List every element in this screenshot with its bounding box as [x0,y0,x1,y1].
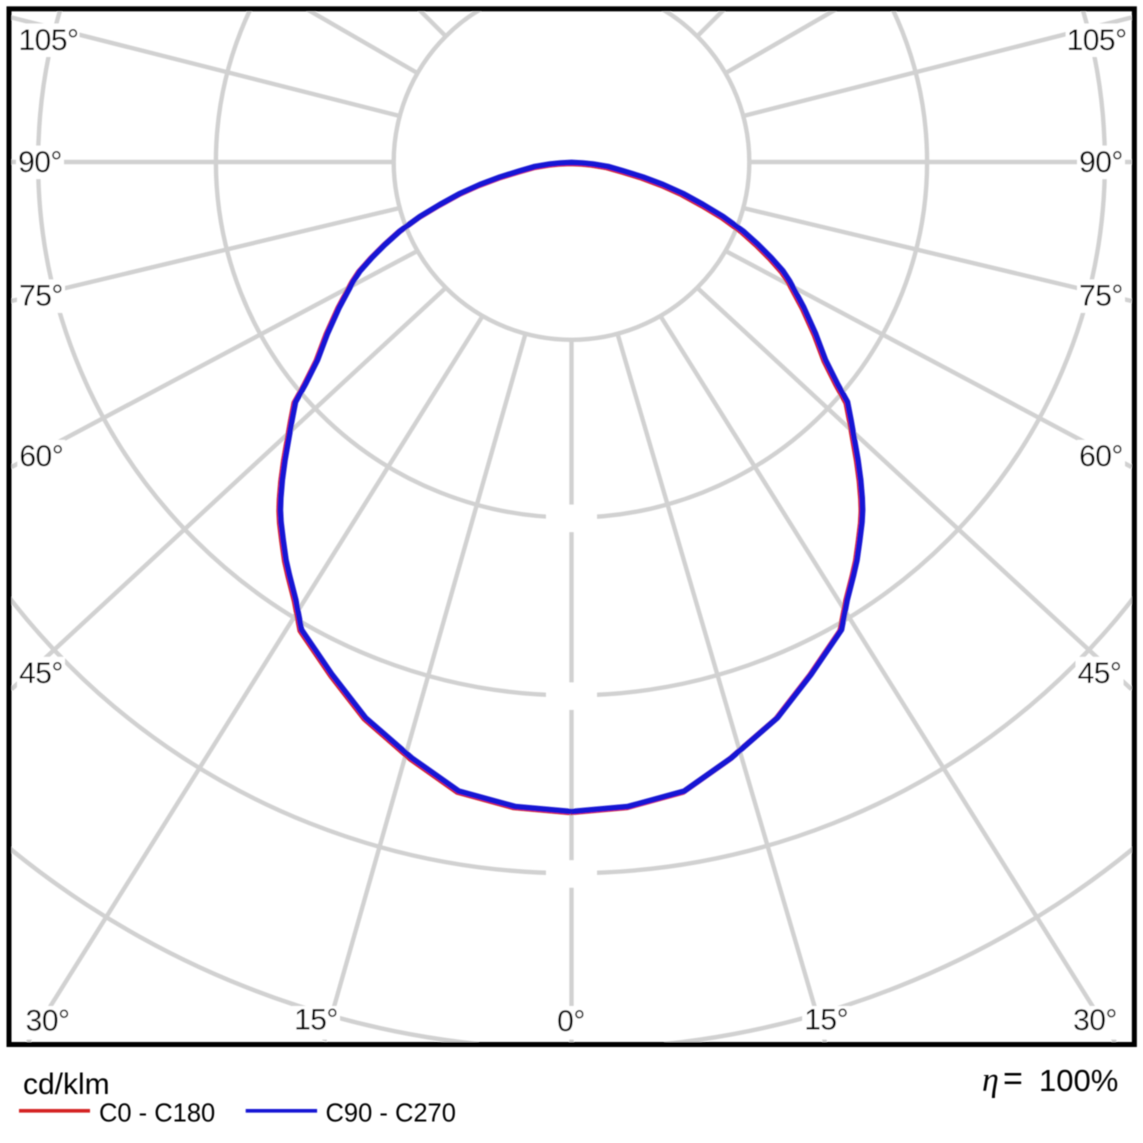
svg-text:cd/klm: cd/klm [23,1068,110,1101]
svg-text:45°: 45° [1078,657,1122,690]
svg-text:45°: 45° [19,657,63,690]
svg-text:100%: 100% [1039,1063,1118,1098]
svg-text:15°: 15° [804,1004,848,1037]
svg-text:C0 - C180: C0 - C180 [99,1099,215,1127]
svg-text:30°: 30° [1073,1004,1117,1037]
svg-text:0°: 0° [557,1005,585,1038]
svg-text:=: = [1003,1060,1023,1098]
svg-text:90°: 90° [18,146,62,179]
svg-text:75°: 75° [19,280,63,313]
svg-text:90°: 90° [1079,146,1123,179]
svg-text:30°: 30° [26,1004,70,1037]
svg-text:60°: 60° [19,440,63,473]
svg-text:105°: 105° [18,24,78,57]
svg-text:15°: 15° [294,1004,338,1037]
svg-text:η: η [982,1062,999,1099]
svg-text:75°: 75° [1079,280,1123,313]
svg-text:C90 - C270: C90 - C270 [326,1099,456,1127]
svg-text:105°: 105° [1067,24,1127,57]
svg-text:60°: 60° [1079,440,1123,473]
